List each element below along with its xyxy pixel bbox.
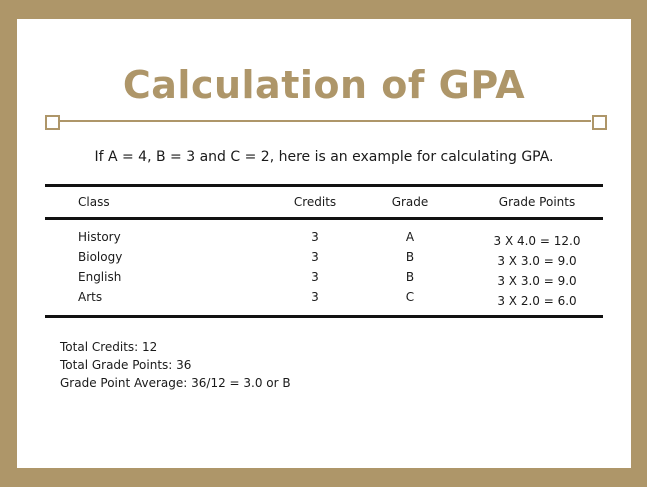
table-cell: 3 X 3.0 = 9.0 bbox=[497, 274, 577, 288]
table-rule bbox=[45, 315, 603, 318]
table-rule bbox=[45, 184, 603, 187]
summary-line: Total Grade Points: 36 bbox=[60, 358, 192, 372]
divider bbox=[57, 120, 591, 122]
table-cell: 3 bbox=[311, 270, 319, 284]
table-cell: 3 X 4.0 = 12.0 bbox=[493, 234, 581, 248]
table-cell: Arts bbox=[78, 290, 103, 304]
table-cell: English bbox=[78, 270, 122, 284]
column-header: Grade Points bbox=[498, 195, 576, 209]
column-header: Grade bbox=[391, 195, 429, 209]
table-cell: 3 bbox=[311, 290, 319, 304]
table-cell: 3 bbox=[311, 230, 319, 244]
subtitle: If A = 4, B = 3 and C = 2, here is an ex… bbox=[94, 149, 554, 165]
title: Calculation of GPA bbox=[122, 63, 526, 107]
table-cell: 3 bbox=[311, 250, 319, 264]
table-rule bbox=[45, 217, 603, 220]
table-cell: A bbox=[405, 230, 415, 244]
summary-line: Grade Point Average: 36/12 = 3.0 or B bbox=[60, 376, 291, 390]
summary-line: Total Credits: 12 bbox=[60, 340, 158, 354]
table-cell: C bbox=[405, 290, 415, 304]
column-header: Class bbox=[78, 195, 110, 209]
divider-end bbox=[45, 115, 60, 130]
table-cell: Biology bbox=[78, 250, 123, 264]
table-cell: 3 X 3.0 = 9.0 bbox=[497, 254, 577, 268]
column-header: Credits bbox=[293, 195, 337, 209]
panel: Calculation of GPA If A = 4, B = 3 and C… bbox=[17, 19, 631, 468]
table-cell: B bbox=[405, 270, 415, 284]
table-cell: 3 X 2.0 = 6.0 bbox=[497, 294, 577, 308]
divider-end bbox=[592, 115, 607, 130]
table-cell: B bbox=[405, 250, 415, 264]
table-cell: History bbox=[78, 230, 121, 244]
